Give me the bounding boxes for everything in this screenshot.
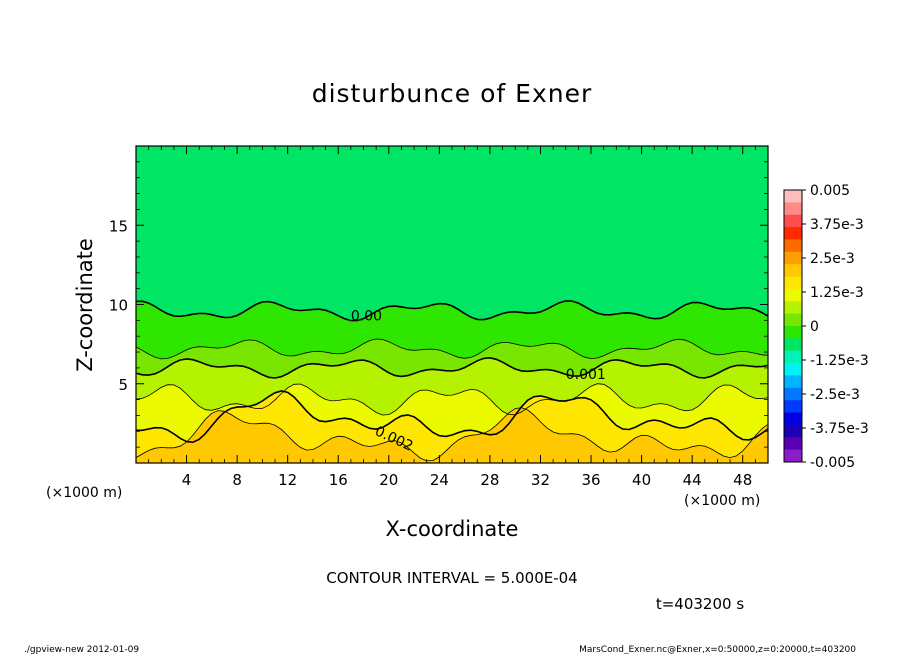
colorbar-swatch-13 bbox=[784, 350, 802, 364]
colorbar-label-0: 0.005 bbox=[810, 183, 850, 199]
colorbar-swatch-16 bbox=[784, 387, 802, 401]
y-axis-label: Z-coordinate bbox=[73, 238, 97, 372]
contour-label-1: 0.001 bbox=[566, 367, 606, 383]
x-tick-label-2: 12 bbox=[278, 471, 297, 489]
y-tick-label-2: 15 bbox=[109, 217, 128, 235]
colorbar-swatch-15 bbox=[784, 375, 802, 389]
x-tick-label-3: 16 bbox=[329, 471, 348, 489]
contour-line-3 bbox=[136, 356, 768, 379]
x-tick-label-6: 28 bbox=[480, 471, 499, 489]
contour-lines bbox=[136, 300, 768, 462]
colorbar bbox=[783, 189, 803, 463]
footer-left: ./gpview-new 2012-01-09 bbox=[24, 645, 139, 654]
value-band-6 bbox=[136, 407, 768, 463]
colorbar-swatch-7 bbox=[784, 276, 802, 290]
colorbar-swatch-3 bbox=[784, 227, 802, 240]
y-unit-label: (×1000 m) bbox=[46, 485, 122, 501]
colorbar-swatch-14 bbox=[784, 363, 802, 376]
contour-line-2 bbox=[136, 338, 768, 360]
x-unit-label: (×1000 m) bbox=[684, 493, 760, 509]
colorbar-swatch-8 bbox=[784, 288, 802, 302]
y-tick-label-1: 10 bbox=[109, 297, 128, 315]
colorbar-swatch-11 bbox=[784, 326, 802, 339]
colorbar-label-1: 3.75e-3 bbox=[810, 217, 864, 233]
x-axis: 4 8 12 16 20 24 28 32 36 40 44 48 bbox=[148, 146, 756, 489]
x-tick-label-1: 8 bbox=[232, 471, 242, 489]
contour-line-5 bbox=[136, 390, 768, 444]
y-tick-label-0: 5 bbox=[118, 376, 128, 394]
x-tick-label-8: 36 bbox=[581, 471, 600, 489]
colorbar-swatch-12 bbox=[784, 338, 802, 352]
colorbar-swatch-6 bbox=[784, 264, 802, 278]
footer-right: MarsCond_Exner.nc@Exner,x=0:50000,z=0:20… bbox=[579, 645, 856, 654]
colorbar-label-5: -1.25e-3 bbox=[810, 353, 869, 369]
colorbar-label-7: -3.75e-3 bbox=[810, 421, 869, 437]
colorbar-label-4: 0 bbox=[810, 319, 819, 335]
x-tick-label-0: 4 bbox=[182, 471, 192, 489]
colorbar-label-3: 1.25e-3 bbox=[810, 285, 864, 301]
contour-line-4 bbox=[136, 383, 768, 416]
contour-line-6 bbox=[136, 407, 768, 462]
colorbar-swatch-17 bbox=[784, 400, 802, 414]
contour-label-0: 0.00 bbox=[351, 309, 382, 325]
colorbar-swatch-5 bbox=[784, 251, 802, 265]
colorbar-swatch-10 bbox=[784, 313, 802, 327]
colorbar-swatch-1 bbox=[784, 202, 802, 216]
colorbar-swatch-0 bbox=[784, 190, 802, 203]
colorbar-swatch-19 bbox=[784, 424, 802, 438]
x-axis-label: X-coordinate bbox=[386, 517, 519, 541]
colorbar-labels: 0.005 3.75e-3 2.5e-3 1.25e-3 0 -1.25e-3 -2.5e-… bbox=[802, 183, 869, 471]
x-tick-label-5: 24 bbox=[430, 471, 449, 489]
colorbar-swatch-18 bbox=[784, 412, 802, 426]
colorbar-swatch-21 bbox=[784, 449, 802, 463]
y-axis: 5 10 15 bbox=[109, 161, 768, 448]
x-tick-label-9: 40 bbox=[632, 471, 651, 489]
time-text: t=403200 s bbox=[656, 595, 744, 613]
contour-line-1 bbox=[136, 300, 768, 322]
colorbar-swatch-20 bbox=[784, 437, 802, 451]
x-tick-label-4: 20 bbox=[379, 471, 398, 489]
colorbar-swatch-4 bbox=[784, 239, 802, 253]
x-tick-label-11: 48 bbox=[733, 471, 752, 489]
x-tick-label-7: 32 bbox=[531, 471, 550, 489]
colorbar-label-6: -2.5e-3 bbox=[810, 387, 860, 403]
colorbar-label-8: -0.005 bbox=[810, 455, 855, 471]
x-tick-label-10: 44 bbox=[683, 471, 702, 489]
contour-interval-text: CONTOUR INTERVAL = 5.000E-04 bbox=[326, 569, 577, 587]
contour-field bbox=[136, 146, 768, 463]
colorbar-swatch-2 bbox=[784, 214, 802, 228]
colorbar-swatch-9 bbox=[784, 301, 802, 315]
colorbar-label-2: 2.5e-3 bbox=[810, 251, 855, 267]
chart-title: disturbunce of Exner bbox=[312, 79, 593, 108]
